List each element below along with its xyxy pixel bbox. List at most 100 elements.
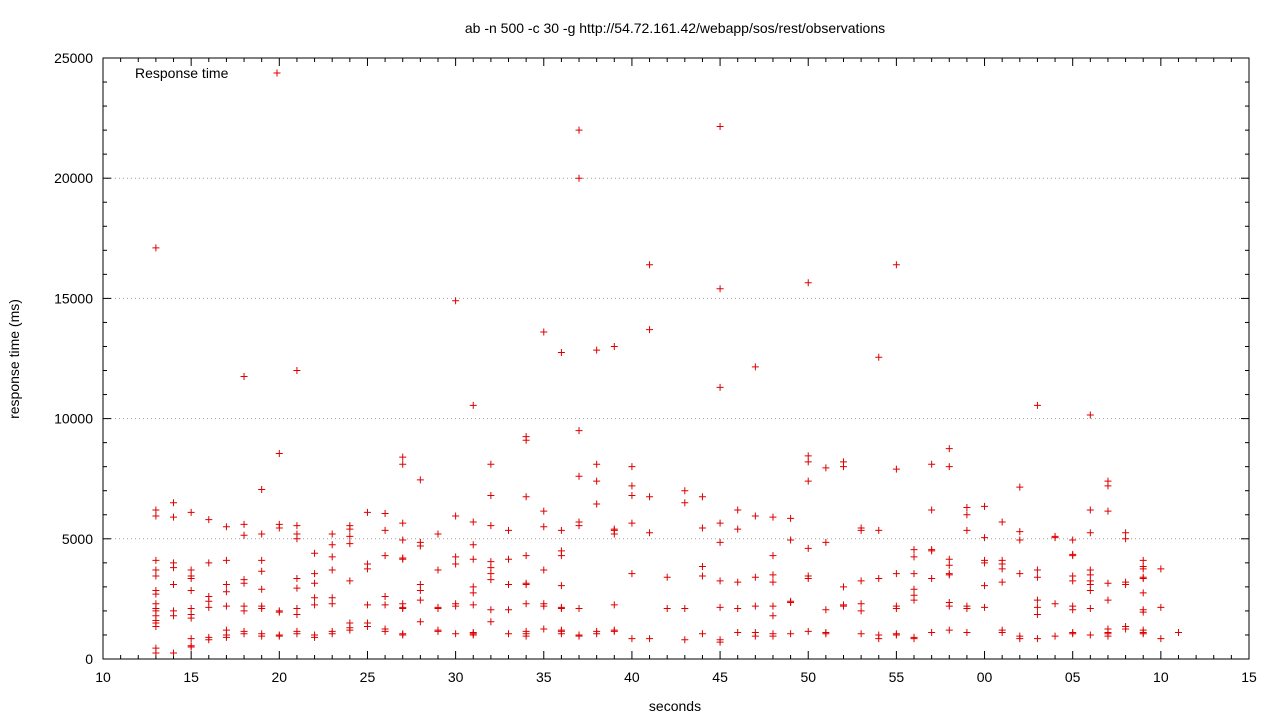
- data-point: [505, 580, 513, 588]
- y-tick-label: 25000: [54, 50, 93, 66]
- data-point: [469, 589, 477, 597]
- data-point: [222, 602, 230, 610]
- data-point: [716, 123, 724, 131]
- data-point: [698, 562, 706, 570]
- data-point: [1051, 632, 1059, 640]
- data-point: [311, 594, 319, 602]
- data-point: [892, 631, 900, 639]
- x-tick-label: 20: [272, 669, 288, 685]
- data-point: [1016, 483, 1024, 491]
- y-axis-label: response time (ms): [6, 299, 22, 419]
- data-point: [646, 326, 654, 334]
- data-point: [963, 511, 971, 519]
- data-point: [1033, 596, 1041, 604]
- data-point: [628, 570, 636, 578]
- data-point: [399, 631, 407, 639]
- data-point: [751, 363, 759, 371]
- data-point: [698, 493, 706, 501]
- data-point: [1122, 535, 1130, 543]
- data-point: [910, 570, 918, 578]
- data-point: [152, 244, 160, 252]
- data-point: [240, 373, 248, 381]
- data-point: [399, 519, 407, 527]
- data-point: [487, 564, 495, 572]
- data-point: [328, 630, 336, 638]
- data-point: [399, 453, 407, 461]
- data-point: [945, 555, 953, 563]
- data-point: [346, 525, 354, 533]
- data-point: [928, 574, 936, 582]
- data-point: [328, 530, 336, 538]
- data-point: [1069, 577, 1077, 585]
- data-point: [557, 348, 565, 356]
- data-point: [363, 623, 371, 631]
- x-tick-label: 10: [95, 669, 111, 685]
- data-point: [187, 643, 195, 651]
- data-point: [187, 566, 195, 574]
- data-point: [346, 540, 354, 548]
- data-point: [328, 594, 336, 602]
- data-point: [751, 512, 759, 520]
- data-point: [152, 590, 160, 598]
- data-point: [557, 526, 565, 534]
- data-point: [1139, 556, 1147, 564]
- data-point: [205, 597, 213, 605]
- data-point: [311, 579, 319, 587]
- data-point: [293, 522, 301, 530]
- data-point: [311, 633, 319, 641]
- data-point: [1122, 625, 1130, 633]
- data-point: [240, 531, 248, 539]
- data-point: [910, 596, 918, 604]
- data-point: [716, 285, 724, 293]
- data-point: [1086, 580, 1094, 588]
- data-point: [1086, 411, 1094, 419]
- data-point: [892, 570, 900, 578]
- data-point: [328, 541, 336, 549]
- data-point: [857, 607, 865, 615]
- data-point: [293, 367, 301, 375]
- data-point: [540, 602, 548, 610]
- data-point: [610, 601, 618, 609]
- data-point: [258, 530, 266, 538]
- data-point: [1069, 552, 1077, 560]
- data-point: [945, 445, 953, 453]
- data-point: [275, 524, 283, 532]
- data-point: [804, 452, 812, 460]
- data-point: [487, 570, 495, 578]
- data-point: [363, 565, 371, 573]
- data-point: [910, 585, 918, 593]
- data-point: [452, 512, 460, 520]
- data-point: [998, 578, 1006, 586]
- data-point: [540, 625, 548, 633]
- data-point: [628, 492, 636, 500]
- data-point: [1157, 603, 1165, 611]
- data-point: [557, 552, 565, 560]
- data-point: [875, 353, 883, 361]
- data-point: [910, 553, 918, 561]
- data-point: [769, 552, 777, 560]
- y-tick-label: 5000: [62, 531, 93, 547]
- data-point: [1139, 608, 1147, 616]
- data-point: [275, 449, 283, 457]
- data-point: [152, 512, 160, 520]
- data-point: [734, 605, 742, 613]
- y-tick-label: 20000: [54, 170, 93, 186]
- data-point: [469, 541, 477, 549]
- x-tick-label: 05: [1065, 669, 1081, 685]
- data-point: [1104, 596, 1112, 604]
- data-point: [505, 555, 513, 563]
- data-point: [522, 436, 530, 444]
- data-point: [187, 614, 195, 622]
- data-point: [628, 482, 636, 490]
- data-point: [1157, 565, 1165, 573]
- data-point: [787, 514, 795, 522]
- data-point: [258, 585, 266, 593]
- data-point: [1069, 536, 1077, 544]
- data-point: [1086, 529, 1094, 537]
- data-point: [487, 618, 495, 626]
- data-point: [381, 592, 389, 600]
- data-point: [311, 549, 319, 557]
- data-point: [522, 552, 530, 560]
- data-point: [857, 577, 865, 585]
